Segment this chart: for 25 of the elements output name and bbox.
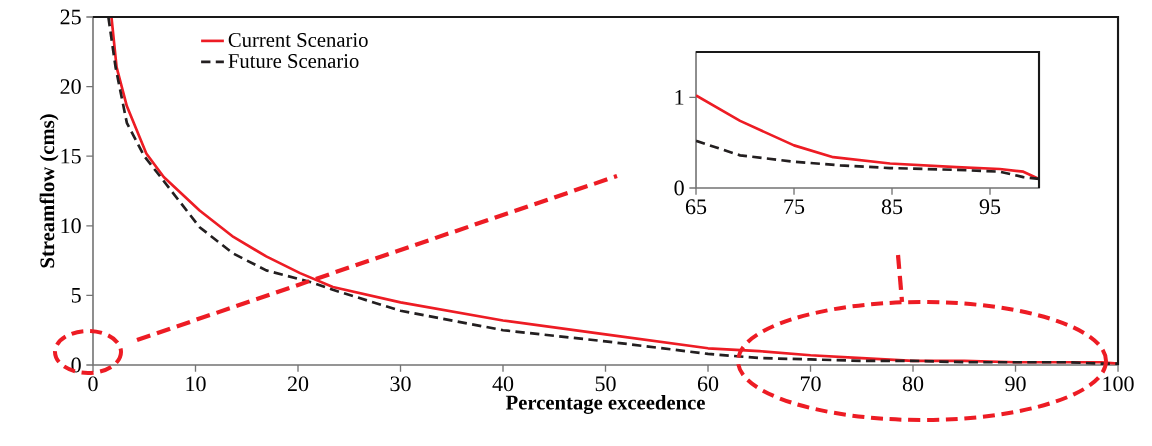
x-tick-label: 90 [1005,376,1026,392]
x-tick-label: 80 [902,376,924,392]
x-tick-label: 65 [685,199,707,215]
x-tick-label: 75 [784,199,805,214]
x-tick-label: 85 [881,199,903,215]
y-tick-label: 5 [71,288,81,303]
x-axis-title: Percentage exceedence [505,395,705,414]
y-tick-label: 1 [675,90,684,105]
x-tick-label: 10 [186,376,206,392]
x-tick-label: 70 [800,376,821,392]
x-tick-label: 60 [697,376,719,392]
y-axis-title: Streamflow (cms) [39,114,59,268]
x-tick-label: 100 [1103,376,1134,392]
y-tick-label: 10 [61,218,81,234]
legend-label: Current Scenario [228,33,368,47]
x-tick-label: 40 [492,376,514,392]
x-tick-label: 20 [287,376,309,392]
x-tick-label: 30 [390,376,411,392]
y-tick-label: 15 [61,148,81,164]
y-tick-label: 25 [60,9,81,25]
y-tick-label: 20 [60,79,81,95]
legend-label: Future Scenario [228,54,359,68]
x-tick-label: 0 [88,376,98,392]
x-tick-label: 50 [595,376,616,392]
x-tick-label: 95 [979,199,1001,215]
